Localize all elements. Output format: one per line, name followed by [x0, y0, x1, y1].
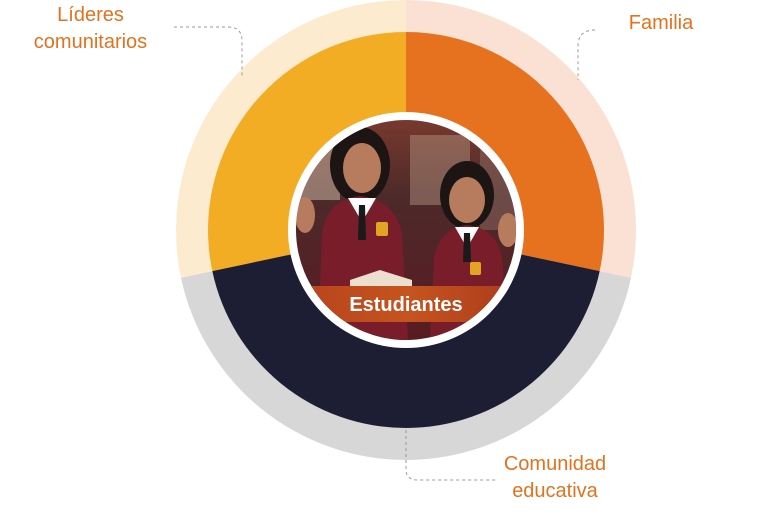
comunidad-label-line-1: Comunidad: [503, 453, 607, 475]
familia-label-line-1: Familia: [628, 12, 694, 34]
comunidad-label: Comunidad educativa: [480, 451, 630, 505]
lideres-label-line-2: comunitarios: [33, 31, 148, 53]
lideres-label: Líderes comunitarios: [18, 2, 163, 56]
lideres-connector: [174, 26, 243, 76]
center-label: Estudiantes: [349, 294, 462, 316]
students-photo: [296, 120, 516, 340]
familia-connector: [577, 29, 596, 80]
comunidad-connector: [405, 430, 496, 481]
lideres-label-line-1: Líderes: [57, 4, 124, 26]
comunidad-label-line-2: educativa: [512, 480, 598, 502]
familia-label: Familia: [606, 10, 716, 37]
